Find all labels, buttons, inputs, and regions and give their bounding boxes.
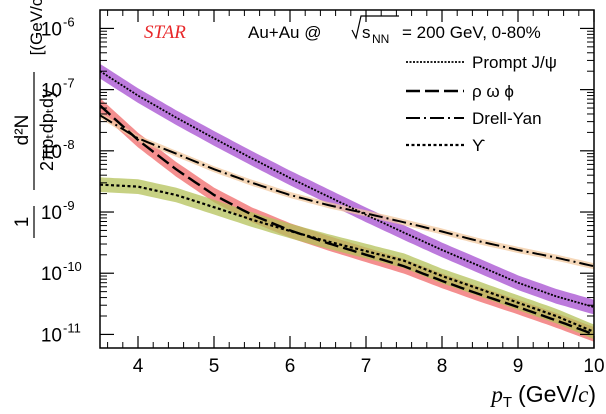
lines-group bbox=[100, 70, 594, 336]
sqrt-s: s bbox=[362, 23, 371, 42]
y-tick-exponent: -9 bbox=[63, 198, 75, 213]
y-tick-label: 10 bbox=[41, 203, 62, 224]
series-band-2 bbox=[100, 112, 594, 270]
x-label-unit: (GeV/ bbox=[518, 381, 579, 407]
legend-entry-label: Drell-Yan bbox=[472, 109, 542, 128]
plot-frame bbox=[99, 9, 595, 349]
x-label-unit-close: ) bbox=[588, 381, 596, 407]
y-tick-label: 10 bbox=[41, 19, 62, 40]
series-line-0 bbox=[100, 70, 594, 308]
system-label-prefix: Au+Au @ bbox=[248, 23, 322, 42]
y-label-d2n: d²N bbox=[12, 115, 33, 146]
x-label-unit-c: c bbox=[578, 382, 588, 407]
experiment-label: STAR bbox=[144, 22, 186, 43]
bands-group bbox=[100, 63, 594, 342]
y-tick-label: 10 bbox=[41, 264, 62, 285]
y-tick-exponent: -10 bbox=[63, 259, 82, 274]
sqrt-s-subscript: NN bbox=[372, 32, 389, 46]
y-label-denominator: 2πpₜdpₜdy bbox=[37, 89, 57, 171]
y-axis-label: 1 d²N 2πpₜdpₜdy [(GeV/c)⁻²] bbox=[12, 0, 57, 238]
y-tick-label: 10 bbox=[41, 142, 62, 163]
series-line-1 bbox=[100, 104, 594, 336]
y-tick-exponent: -11 bbox=[63, 320, 81, 335]
x-label-sub: T bbox=[503, 394, 512, 411]
y-tick-label: 10 bbox=[41, 81, 62, 102]
x-tick-label: 5 bbox=[209, 356, 220, 377]
y-tick-exponent: -7 bbox=[63, 76, 75, 91]
legend-entry-label: ϒ bbox=[472, 136, 485, 155]
y-tick-exponent: -8 bbox=[63, 137, 75, 152]
x-tick-label: 6 bbox=[285, 356, 296, 377]
x-tick-label: 8 bbox=[437, 356, 448, 377]
y-tick-label: 10 bbox=[41, 325, 62, 346]
sqrt-symbol bbox=[351, 15, 399, 40]
series-band-3 bbox=[100, 177, 594, 340]
y-label-units: [(GeV/c)⁻²] bbox=[27, 0, 46, 55]
x-axis-label: pT (GeV/c) bbox=[489, 381, 596, 411]
legend-entry-label: ρ ω ϕ bbox=[472, 82, 514, 101]
x-tick-label: 7 bbox=[361, 356, 372, 377]
x-tick-label: 9 bbox=[513, 356, 524, 377]
x-tick-label: 10 bbox=[583, 356, 604, 377]
x-label-var: p bbox=[489, 382, 503, 407]
system-label-energy: = 200 GeV, 0-80% bbox=[402, 23, 541, 42]
y-label-one: 1 bbox=[12, 217, 33, 228]
series-line-3 bbox=[100, 183, 594, 333]
series-line-2 bbox=[100, 114, 594, 268]
x-tick-label: 4 bbox=[133, 356, 144, 377]
legend-entry-label: Prompt J/ψ bbox=[472, 53, 557, 72]
series-band-0 bbox=[100, 63, 594, 315]
y-tick-exponent: -6 bbox=[63, 14, 75, 29]
